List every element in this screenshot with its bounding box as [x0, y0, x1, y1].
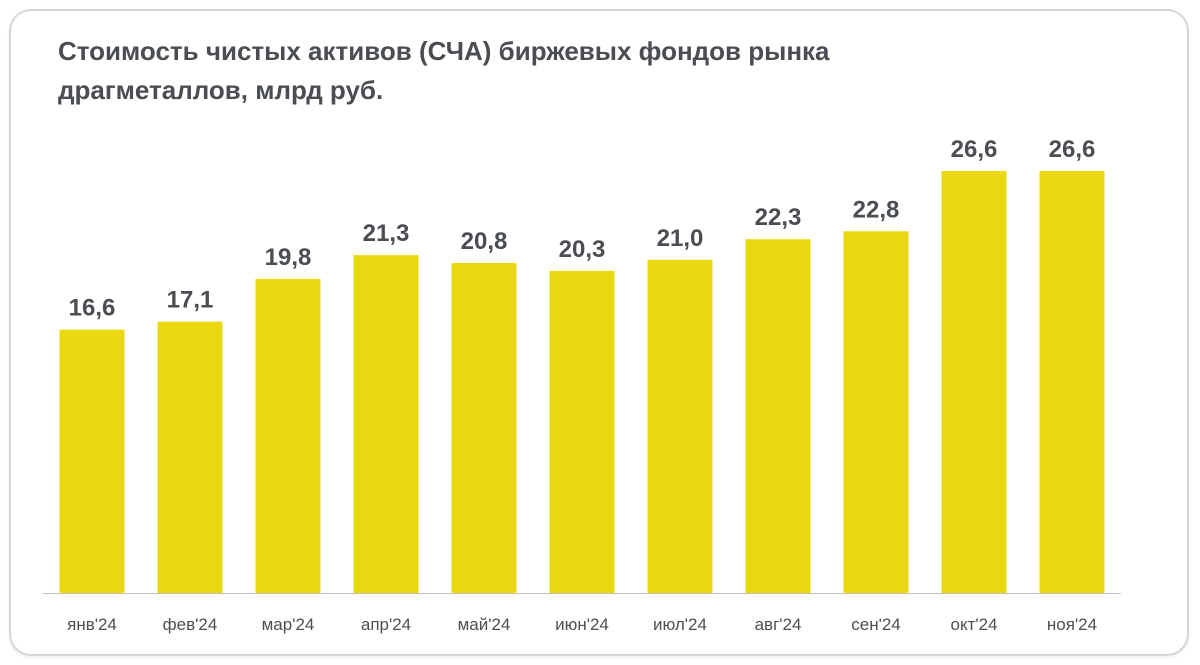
- chart-title: Стоимость чистых активов (СЧА) биржевых …: [58, 36, 830, 105]
- x-tick-label-фев-24: фев'24: [163, 615, 218, 634]
- bar-фев-24: [157, 321, 223, 593]
- value-label-июл-24: 21,0: [657, 225, 704, 252]
- x-tick-label-окт-24: окт'24: [950, 615, 997, 634]
- value-label-авг-24: 22,3: [755, 204, 802, 231]
- value-label-июн-24: 20,3: [559, 236, 606, 263]
- bar-апр-24: [353, 255, 419, 593]
- x-tick-label-ноя-24: ноя'24: [1047, 615, 1097, 634]
- bar-мар-24: [255, 278, 321, 593]
- bar-май-24: [451, 263, 517, 593]
- value-label-янв-24: 16,6: [69, 295, 116, 322]
- value-label-окт-24: 26,6: [951, 136, 998, 163]
- bar-окт-24: [941, 171, 1007, 593]
- x-tick-label-июн-24: июн'24: [555, 615, 609, 634]
- x-tick-label-авг-24: авг'24: [755, 615, 802, 634]
- value-label-май-24: 20,8: [461, 228, 508, 255]
- value-label-сен-24: 22,8: [853, 196, 900, 223]
- x-tick-label-мар-24: мар'24: [262, 615, 315, 634]
- bar-янв-24: [59, 329, 125, 593]
- value-labels-layer: 16,6 17,1 19,8 21,3 20,8 20,3 21,0 22,3 22,8 26,6…: [69, 136, 1096, 322]
- bar-сен-24: [843, 231, 909, 594]
- value-label-мар-24: 19,8: [265, 244, 312, 271]
- x-tick-label-май-24: май'24: [458, 615, 511, 634]
- x-tick-label-апр-24: апр'24: [361, 615, 411, 634]
- value-label-ноя-24: 26,6: [1049, 136, 1096, 163]
- x-tick-label-сен-24: сен'24: [851, 615, 901, 634]
- bar-июл-24: [647, 259, 713, 593]
- bar-июн-24: [549, 270, 615, 593]
- x-tick-labels-layer: янв'24 фев'24 мар'24 апр'24 май'24 июн'24 июл'…: [67, 615, 1097, 634]
- x-tick-label-июл-24: июл'24: [653, 615, 707, 634]
- bar-ноя-24: [1039, 171, 1105, 593]
- value-label-фев-24: 17,1: [167, 287, 214, 314]
- value-label-апр-24: 21,3: [363, 220, 410, 247]
- bars-layer: [59, 171, 1105, 594]
- bar-авг-24: [745, 239, 811, 593]
- x-tick-label-янв-24: янв'24: [67, 615, 117, 634]
